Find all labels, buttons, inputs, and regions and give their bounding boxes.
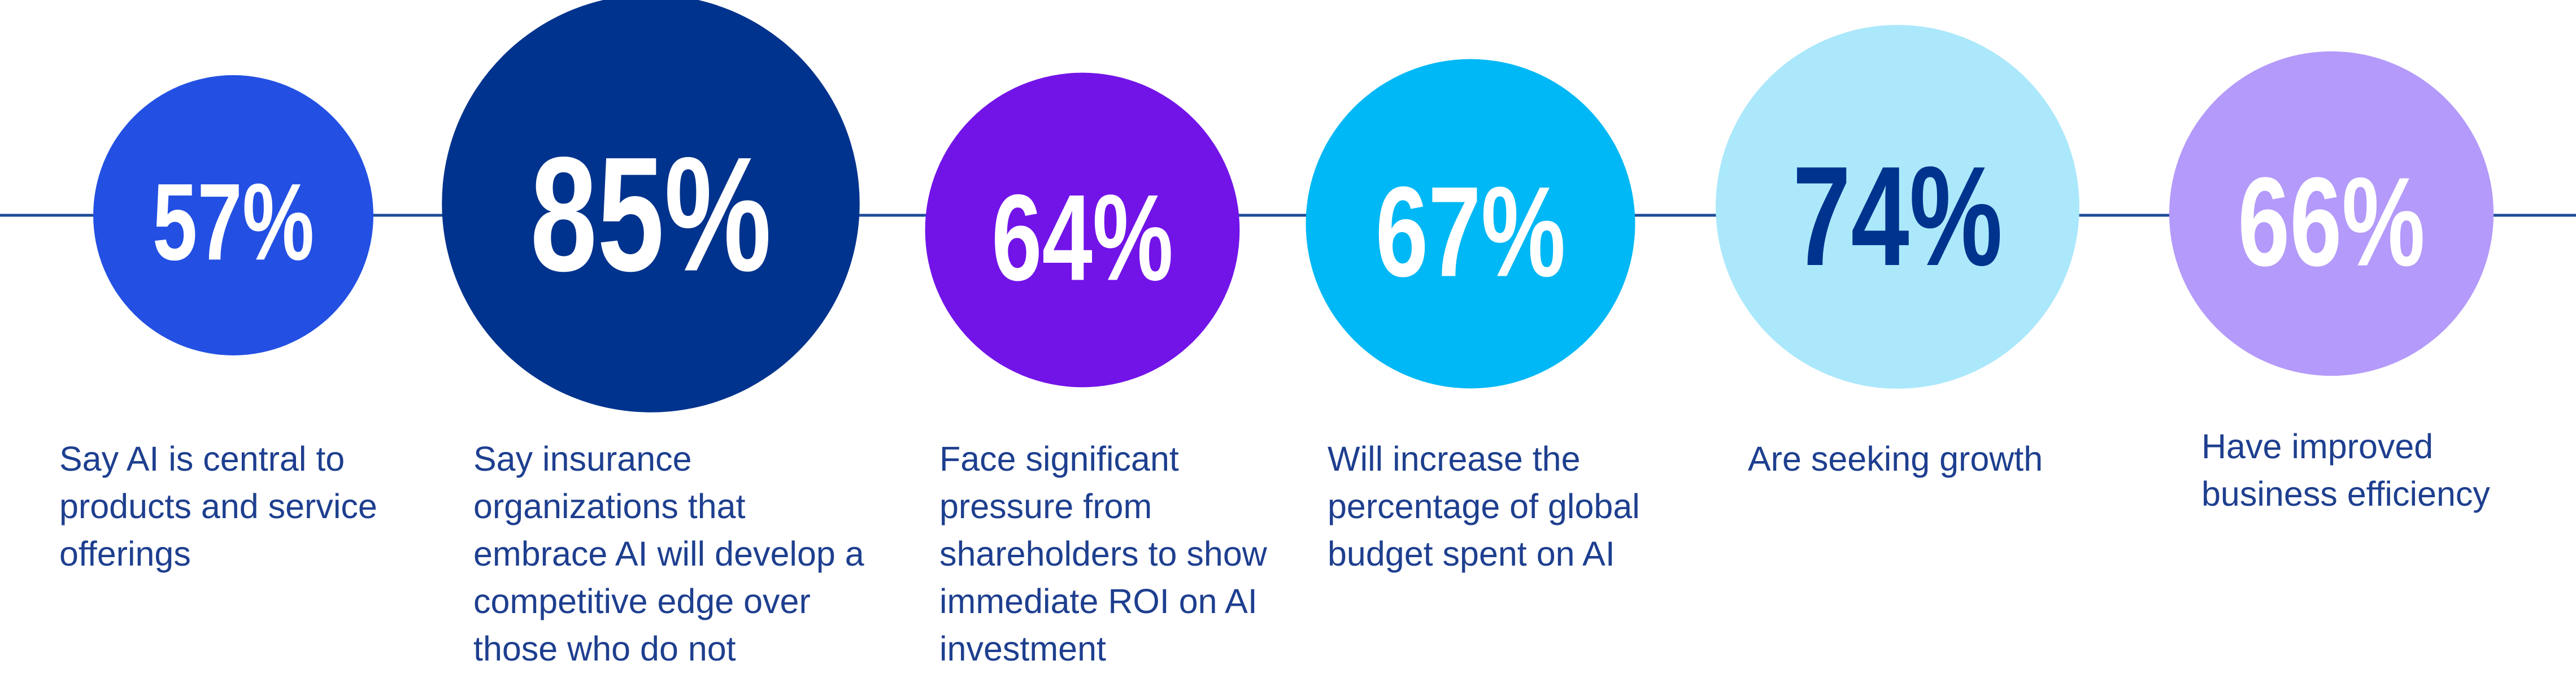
- stat-label-group: 57%: [153, 161, 314, 283]
- stat-label-group: 64%: [991, 170, 1173, 306]
- stat-label-group: 67%: [1376, 160, 1566, 304]
- stat-circle: [2169, 51, 2494, 376]
- stat-description: Say AI is central to products and servic…: [59, 440, 377, 573]
- stat-description: Face significant pressure from sharehold…: [939, 440, 1267, 668]
- stat-circle: [1306, 59, 1635, 389]
- stat-label: 67%: [1376, 160, 1566, 304]
- stat-label: 85%: [530, 123, 771, 305]
- stat-description: Have improved business efficiency: [2201, 427, 2490, 513]
- stat-label: 57%: [153, 161, 314, 283]
- stat-circle: [442, 0, 860, 412]
- stat-label: 64%: [991, 170, 1173, 306]
- stat-description: Say insurance organizations that embrace…: [473, 440, 864, 668]
- stat-label-group: 74%: [1792, 137, 2003, 296]
- stat-description: Will increase the percentage of global b…: [1328, 440, 1640, 573]
- stat-label: 74%: [1792, 137, 2003, 296]
- stat-circle: [925, 72, 1240, 388]
- stat-description: Are seeking growth: [1748, 440, 2043, 478]
- stat-circle: [1716, 25, 2079, 389]
- stat-label-group: 66%: [2238, 151, 2425, 292]
- stat-label: 66%: [2238, 151, 2425, 292]
- stat-circle: [93, 75, 373, 355]
- stat-label-group: 85%: [530, 123, 771, 305]
